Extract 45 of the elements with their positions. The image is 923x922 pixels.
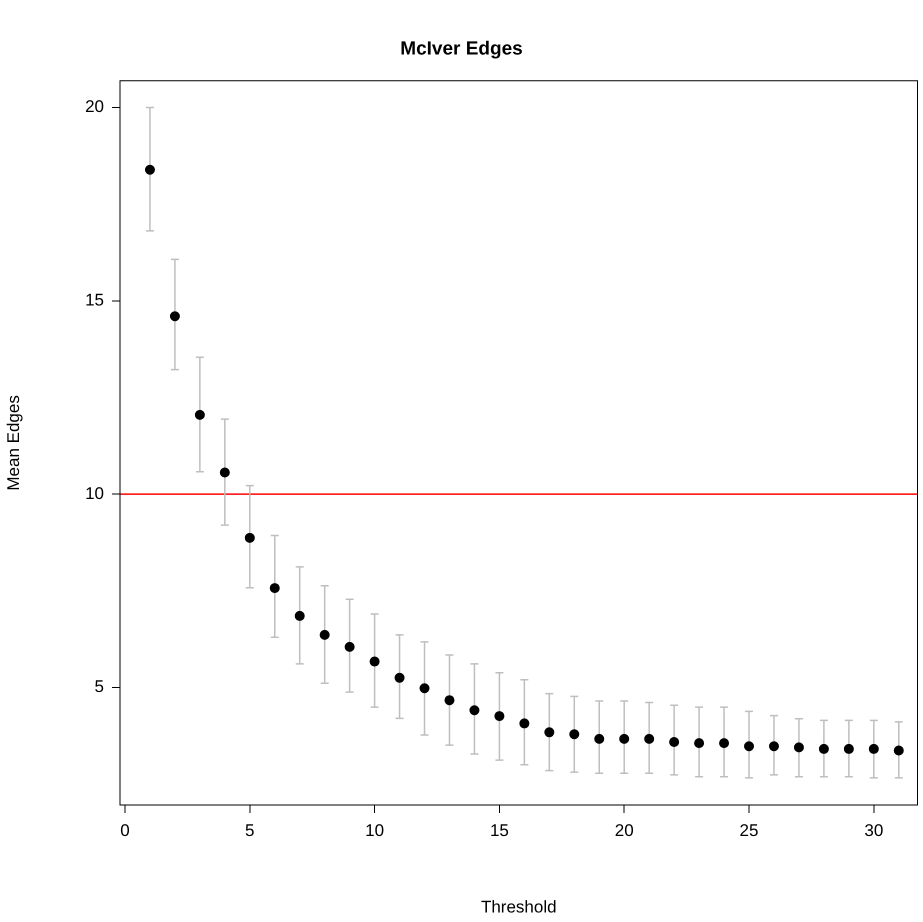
- x-tick-label: 25: [740, 820, 758, 840]
- y-tick-label: 15: [85, 290, 104, 310]
- point: [569, 729, 580, 740]
- y-tick-label: 10: [85, 484, 104, 503]
- chart-title: McIver Edges: [400, 38, 523, 60]
- x-tick-label: 10: [365, 820, 384, 840]
- point: [644, 734, 654, 744]
- y-tick-label: 5: [94, 677, 104, 696]
- x-axis-title: Threshold: [480, 897, 557, 916]
- point: [818, 744, 829, 754]
- point: [444, 695, 454, 706]
- point: [594, 734, 604, 744]
- point: [394, 672, 405, 683]
- x-tick-label: 5: [245, 820, 255, 840]
- point: [170, 311, 180, 322]
- point: [244, 532, 255, 543]
- point: [344, 642, 355, 652]
- point: [220, 467, 230, 478]
- point: [619, 734, 630, 744]
- point: [768, 741, 779, 752]
- point: [669, 736, 680, 747]
- point: [144, 164, 155, 175]
- point: [868, 744, 879, 754]
- point: [370, 656, 380, 667]
- x-tick-label: 0: [120, 820, 130, 840]
- point: [694, 738, 704, 748]
- y-tick-label: 20: [85, 97, 104, 116]
- x-tick-label: 30: [864, 820, 884, 840]
- point: [744, 741, 754, 752]
- point: [420, 683, 430, 694]
- point: [719, 738, 730, 748]
- point: [469, 705, 480, 716]
- point: [494, 711, 504, 722]
- point: [844, 744, 854, 754]
- point: [294, 610, 305, 621]
- x-tick-label: 15: [490, 820, 509, 840]
- point: [519, 718, 530, 728]
- point: [794, 742, 804, 752]
- point: [894, 745, 904, 756]
- point: [270, 583, 280, 594]
- y-axis-title: Mean Edges: [4, 395, 23, 491]
- x-tick-label: 20: [614, 820, 634, 840]
- point: [194, 410, 205, 420]
- point: [544, 727, 554, 738]
- point: [320, 630, 330, 640]
